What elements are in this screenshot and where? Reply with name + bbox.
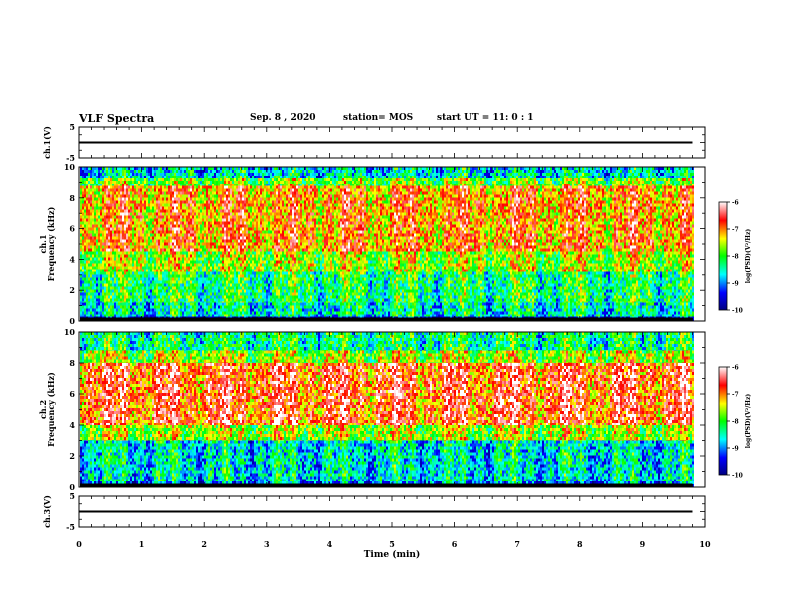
colorbar-tick-label: -10 bbox=[732, 308, 743, 315]
colorbar-label: log(PSD)(V²/Hz) bbox=[745, 394, 752, 449]
y-tick-label: 10 bbox=[64, 162, 76, 172]
colorbar-label: log(PSD)(V²/Hz) bbox=[745, 229, 752, 284]
date-label: Sep. 8 , 2020 bbox=[250, 113, 316, 123]
y-tick-label: 10 bbox=[64, 327, 76, 337]
x-tick-label: 3 bbox=[264, 539, 270, 549]
x-axis-label: Time (min) bbox=[364, 549, 421, 560]
x-tick-label: 10 bbox=[699, 539, 711, 549]
start-time-label: start UT = 11: 0 : 1 bbox=[437, 113, 534, 123]
colorbar-tick-label: -9 bbox=[732, 446, 739, 453]
colorbar-tick-label: -6 bbox=[732, 365, 739, 372]
y-tick-label: 2 bbox=[69, 285, 75, 295]
y-axis-label: ch.2 bbox=[38, 400, 48, 419]
colorbar-tick-label: -10 bbox=[732, 473, 743, 480]
colorbar-tick-label: -7 bbox=[732, 227, 739, 234]
y-tick-label: 4 bbox=[69, 254, 75, 264]
y-tick-label: 0 bbox=[69, 316, 75, 326]
y-tick-label: 5 bbox=[69, 491, 75, 501]
y-axis-label: ch.1 bbox=[38, 234, 48, 253]
y-tick-label: 8 bbox=[69, 358, 75, 368]
y-tick-label: 6 bbox=[69, 224, 75, 234]
x-tick-label: 0 bbox=[76, 539, 82, 549]
spectrogram-ch1 bbox=[80, 167, 694, 321]
y-tick-label: -5 bbox=[66, 153, 75, 163]
x-tick-label: 1 bbox=[139, 539, 145, 549]
y-tick-label: 6 bbox=[69, 389, 75, 399]
colorbar-ch2 bbox=[718, 366, 728, 476]
colorbar-tick-label: -8 bbox=[732, 254, 739, 261]
x-tick-label: 7 bbox=[514, 539, 520, 549]
y-tick-label: 4 bbox=[69, 420, 75, 430]
colorbar-ch1 bbox=[718, 201, 728, 311]
y-tick-label: 5 bbox=[69, 122, 75, 132]
x-tick-label: 9 bbox=[640, 539, 646, 549]
x-tick-label: 4 bbox=[327, 539, 333, 549]
y-tick-label: 2 bbox=[69, 451, 75, 461]
y-tick-label: -5 bbox=[66, 522, 75, 532]
colorbar-tick-label: -7 bbox=[732, 392, 739, 399]
y-axis-label: Frequency (kHz) bbox=[46, 206, 56, 281]
y-axis-label: ch.1(V) bbox=[42, 126, 52, 159]
y-tick-label: 8 bbox=[69, 193, 75, 203]
colorbar-tick-label: -9 bbox=[732, 281, 739, 288]
y-tick-label: 0 bbox=[69, 482, 75, 492]
x-tick-label: 2 bbox=[201, 539, 207, 549]
y-axis-label: Frequency (kHz) bbox=[46, 372, 56, 447]
colorbar-tick-label: -8 bbox=[732, 419, 739, 426]
figure-title: VLF Spectra bbox=[79, 112, 154, 125]
x-tick-label: 6 bbox=[452, 539, 458, 549]
y-axis-label: ch.3(V) bbox=[42, 495, 52, 528]
spectrogram-ch2 bbox=[80, 332, 694, 487]
x-tick-label: 5 bbox=[389, 539, 395, 549]
x-tick-label: 8 bbox=[577, 539, 583, 549]
colorbar-tick-label: -6 bbox=[732, 200, 739, 207]
station-label: station= MOS bbox=[343, 113, 413, 123]
